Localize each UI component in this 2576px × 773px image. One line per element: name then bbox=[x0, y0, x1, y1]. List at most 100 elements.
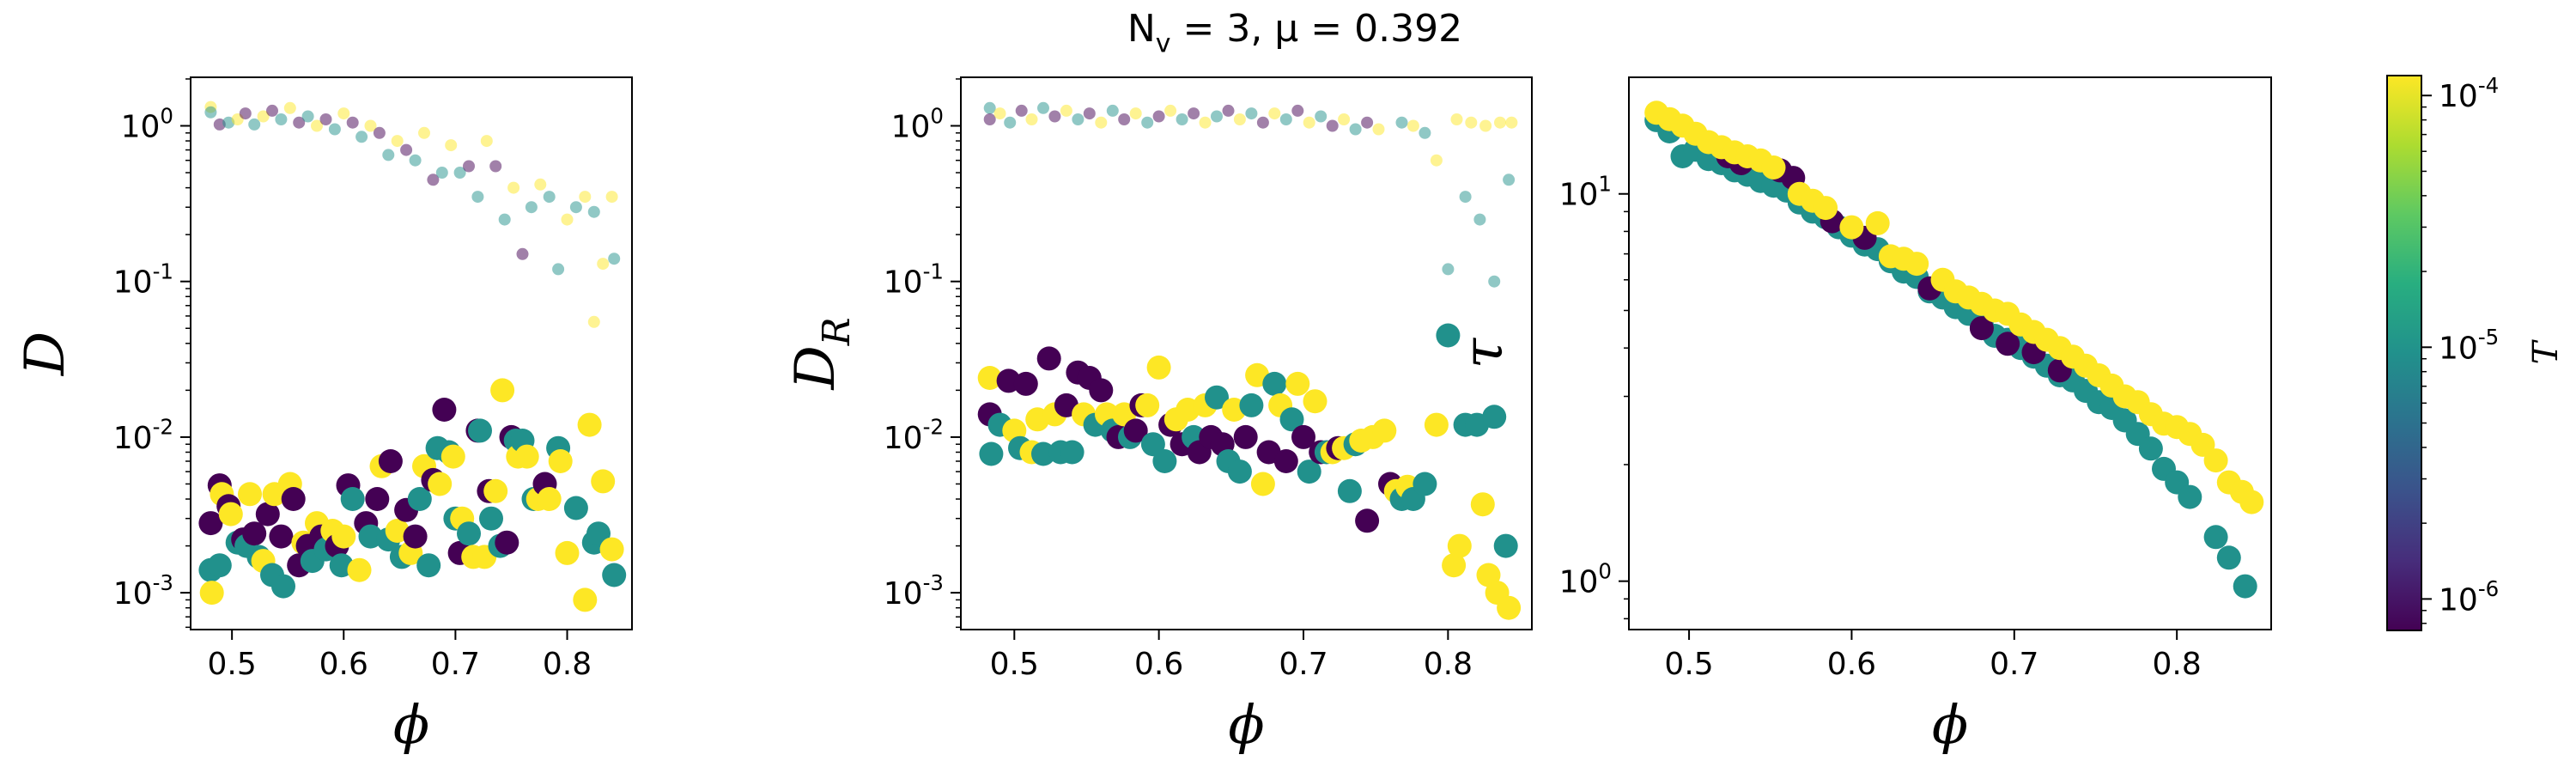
data-point bbox=[1279, 113, 1292, 125]
data-point bbox=[468, 418, 492, 443]
data-point bbox=[1450, 113, 1463, 125]
y-axis-label: DR bbox=[784, 317, 859, 390]
data-point bbox=[311, 119, 323, 132]
data-point bbox=[1239, 393, 1264, 417]
data-point bbox=[2239, 490, 2264, 514]
data-points bbox=[977, 101, 1522, 620]
data-point bbox=[364, 119, 377, 132]
data-point bbox=[569, 201, 582, 214]
data-point bbox=[1303, 116, 1315, 129]
data-point bbox=[1372, 418, 1397, 443]
data-point bbox=[483, 478, 508, 503]
data-point bbox=[1406, 119, 1419, 132]
data-point bbox=[1996, 332, 2020, 356]
data-point bbox=[1355, 508, 1380, 533]
data-point bbox=[1015, 104, 1028, 117]
data-point bbox=[1152, 110, 1165, 123]
data-point bbox=[498, 213, 511, 226]
data-point bbox=[1865, 210, 1890, 235]
data-point bbox=[239, 107, 252, 120]
data-point bbox=[1037, 101, 1049, 114]
x-tick-label: 0.5 bbox=[1664, 647, 1713, 682]
data-point bbox=[199, 581, 224, 606]
data-point bbox=[1839, 215, 1864, 240]
data-point bbox=[1072, 113, 1084, 125]
x-tick-label: 0.5 bbox=[208, 647, 257, 682]
data-point bbox=[409, 154, 422, 167]
data-point bbox=[271, 574, 295, 599]
data-point bbox=[293, 116, 306, 129]
x-tick-label: 0.7 bbox=[1990, 647, 2038, 682]
data-point bbox=[1297, 460, 1321, 484]
data-point bbox=[432, 398, 457, 422]
data-point bbox=[1291, 424, 1315, 449]
data-point bbox=[1245, 107, 1258, 120]
colorbar-gradient bbox=[2386, 75, 2422, 631]
data-point bbox=[1279, 407, 1304, 432]
data-point bbox=[525, 201, 538, 214]
scatter-panel-middle: 0.5 0.6 0.7 0.8 10-3 10-2 10-1 100 ϕ DR bbox=[784, 76, 1533, 756]
data-point bbox=[1129, 107, 1142, 120]
data-point bbox=[416, 553, 441, 578]
data-point bbox=[608, 253, 621, 265]
data-point bbox=[1419, 126, 1431, 139]
data-point bbox=[983, 113, 996, 125]
data-point bbox=[355, 131, 368, 143]
data-point bbox=[365, 487, 390, 511]
data-point bbox=[1505, 116, 1518, 129]
data-point bbox=[1048, 110, 1061, 123]
data-point bbox=[440, 444, 465, 469]
data-point bbox=[1176, 113, 1188, 125]
x-axis-label: ϕ bbox=[1932, 693, 1968, 756]
data-point bbox=[489, 160, 502, 173]
colorbar-tick-label: 10-6 bbox=[2439, 576, 2499, 618]
data-point bbox=[1442, 553, 1467, 578]
y-tick-label: 10-2 bbox=[884, 415, 944, 456]
data-point bbox=[1969, 316, 1994, 341]
data-point bbox=[428, 472, 453, 496]
data-point bbox=[1118, 113, 1131, 125]
data-point bbox=[1337, 478, 1362, 503]
data-point bbox=[1222, 104, 1235, 117]
data-point bbox=[204, 106, 217, 119]
data-point bbox=[1205, 385, 1229, 410]
data-point bbox=[1152, 449, 1177, 473]
data-point bbox=[1164, 104, 1177, 117]
x-tick-label: 0.8 bbox=[1424, 647, 1473, 682]
data-point bbox=[275, 113, 288, 125]
data-point bbox=[1083, 107, 1096, 120]
data-point bbox=[2203, 525, 2228, 550]
colorbar-tick-label: 10-5 bbox=[2439, 325, 2499, 366]
data-point bbox=[1140, 432, 1165, 457]
data-point bbox=[403, 524, 428, 549]
data-point bbox=[301, 110, 314, 123]
data-point bbox=[1013, 371, 1038, 396]
data-point bbox=[1361, 116, 1374, 129]
y-tick-label: 101 bbox=[1559, 172, 1612, 213]
y-axis-label: τ bbox=[1452, 337, 1516, 368]
data-point bbox=[563, 496, 588, 520]
data-point bbox=[1442, 263, 1455, 276]
data-point bbox=[1473, 213, 1486, 226]
data-point bbox=[2203, 448, 2228, 473]
data-point bbox=[1060, 104, 1072, 117]
x-tick-label: 0.7 bbox=[431, 647, 480, 682]
y-tick-label: 100 bbox=[891, 103, 944, 144]
data-point bbox=[1424, 412, 1449, 437]
data-point bbox=[514, 444, 539, 469]
data-point bbox=[983, 101, 996, 114]
data-point bbox=[218, 502, 243, 526]
data-point bbox=[1303, 389, 1327, 414]
x-axis-label: ϕ bbox=[1228, 693, 1264, 756]
x-tick-label: 0.5 bbox=[990, 647, 1039, 682]
axes-frame bbox=[190, 76, 633, 630]
x-axis-label: ϕ bbox=[393, 693, 429, 756]
data-point bbox=[378, 449, 403, 473]
y-tick-label: 10-1 bbox=[113, 259, 173, 301]
scatter-panel-right: 0.5 0.6 0.7 0.8 100 101 ϕ τ bbox=[1452, 76, 2272, 756]
data-point bbox=[358, 524, 383, 549]
data-point bbox=[1036, 346, 1061, 371]
data-point bbox=[1497, 595, 1522, 620]
data-point bbox=[1060, 440, 1084, 465]
data-point bbox=[346, 116, 359, 129]
